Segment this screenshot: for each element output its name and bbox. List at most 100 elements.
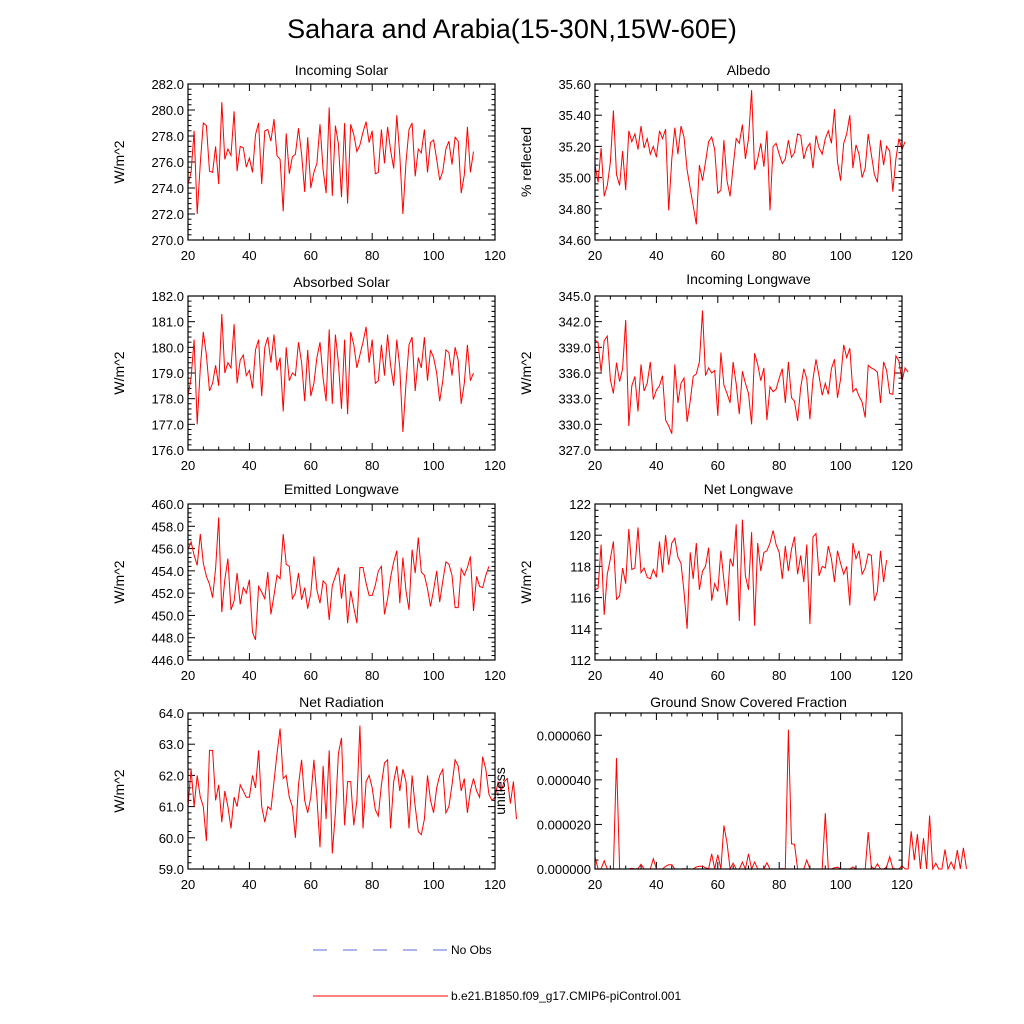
y-tick-label: 116 xyxy=(570,591,591,606)
y-tick-label: 35.40 xyxy=(558,108,591,123)
y-tick-label: 333.0 xyxy=(558,392,591,407)
legend-label-model: b.e21.B1850.f09_g17.CMIP6-piControl.001 xyxy=(451,989,681,1003)
x-tick-label: 40 xyxy=(649,877,663,892)
y-tick-label: 336.0 xyxy=(558,366,591,381)
y-tick-label: 35.20 xyxy=(558,139,591,154)
y-tick-label: 62.0 xyxy=(159,768,184,783)
y-tick-label: 35.60 xyxy=(558,77,591,92)
x-tick-label: 120 xyxy=(891,458,913,473)
y-tick-label: 0.000000 xyxy=(537,862,591,877)
x-tick-label: 120 xyxy=(484,877,506,892)
chart-panel-5: Emitted Longwave W/m^2 20 40 60 80 100 120 446.0… xyxy=(111,481,506,683)
y-tick-label: 345.0 xyxy=(558,289,591,304)
x-tick-label: 20 xyxy=(181,877,195,892)
x-tick-label: 20 xyxy=(588,877,602,892)
x-tick-label: 60 xyxy=(304,877,318,892)
x-tick-label: 40 xyxy=(649,458,663,473)
x-tick-label: 120 xyxy=(484,458,506,473)
panel-title: Ground Snow Covered Fraction xyxy=(650,694,847,710)
plot-frame xyxy=(594,503,903,661)
y-tick-label: 278.0 xyxy=(151,129,184,144)
main-title: Sahara and Arabia(15-30N,15W-60E) xyxy=(287,14,737,44)
y-tick-label: 448.0 xyxy=(151,631,184,646)
y-tick-label: 276.0 xyxy=(151,155,184,170)
legend: No Obs b.e21.B1850.f09_g17.CMIP6-piContr… xyxy=(313,943,681,1003)
series-line xyxy=(594,519,888,629)
x-tick-label: 120 xyxy=(891,877,913,892)
panel-title: Emitted Longwave xyxy=(284,481,399,497)
chart-panel-2: Albedo % reflected 20 40 60 80 100 120 34.60 34.8… xyxy=(518,62,913,263)
y-tick-label: 0.000060 xyxy=(537,728,591,743)
x-tick-label: 100 xyxy=(830,248,852,263)
series-line xyxy=(594,729,967,871)
x-tick-label: 80 xyxy=(365,248,379,263)
plot-frame xyxy=(187,712,496,870)
x-tick-label: 20 xyxy=(181,668,195,683)
x-tick-label: 20 xyxy=(181,248,195,263)
y-tick-label: 460.0 xyxy=(151,497,184,512)
y-tick-label: 182.0 xyxy=(151,289,184,304)
x-tick-label: 100 xyxy=(830,668,852,683)
x-tick-label: 60 xyxy=(711,458,725,473)
x-tick-label: 120 xyxy=(891,248,913,263)
x-tick-label: 60 xyxy=(304,668,318,683)
y-axis-label: W/m^2 xyxy=(111,140,127,183)
y-tick-label: 61.0 xyxy=(159,800,184,815)
x-tick-label: 100 xyxy=(830,877,852,892)
x-tick-label: 120 xyxy=(484,668,506,683)
x-tick-label: 80 xyxy=(772,877,786,892)
y-tick-label: 35.00 xyxy=(558,171,591,186)
panel-title: Incoming Solar xyxy=(295,62,389,78)
series-line xyxy=(187,313,474,433)
y-axis-label: W/m^2 xyxy=(518,351,534,394)
y-tick-label: 280.0 xyxy=(151,103,184,118)
y-tick-label: 114 xyxy=(570,622,591,637)
y-tick-label: 450.0 xyxy=(151,608,184,623)
x-tick-label: 100 xyxy=(423,458,445,473)
y-tick-label: 179.0 xyxy=(151,366,184,381)
y-tick-label: 0.000020 xyxy=(537,817,591,832)
chart-panel-7: Net Radiation W/m^2 20 40 60 80 100 120 59.0 60.0… xyxy=(111,694,517,892)
x-tick-label: 60 xyxy=(304,458,318,473)
y-axis-label: unitless xyxy=(492,767,508,814)
y-axis-label: W/m^2 xyxy=(111,769,127,812)
x-tick-label: 100 xyxy=(423,248,445,263)
x-tick-label: 100 xyxy=(423,668,445,683)
y-tick-label: 274.0 xyxy=(151,181,184,196)
x-tick-label: 40 xyxy=(242,668,256,683)
plot-frame xyxy=(594,295,903,451)
y-tick-label: 270.0 xyxy=(151,233,184,248)
y-tick-label: 454.0 xyxy=(151,564,184,579)
y-tick-label: 177.0 xyxy=(151,417,184,432)
panel-title: Incoming Longwave xyxy=(686,271,811,287)
chart-panel-1: Incoming Solar W/m^2 20 40 60 80 100 120 270.0 27… xyxy=(111,62,506,263)
x-tick-label: 100 xyxy=(423,877,445,892)
legend-entry-no-obs: No Obs xyxy=(313,943,492,957)
y-tick-label: 118 xyxy=(570,559,591,574)
y-tick-label: 176.0 xyxy=(151,443,184,458)
y-tick-label: 60.0 xyxy=(159,831,184,846)
y-tick-label: 446.0 xyxy=(151,653,184,668)
y-tick-label: 327.0 xyxy=(558,443,591,458)
y-tick-label: 339.0 xyxy=(558,340,591,355)
y-tick-label: 456.0 xyxy=(151,542,184,557)
x-tick-label: 100 xyxy=(830,458,852,473)
x-tick-label: 60 xyxy=(304,248,318,263)
chart-panel-8: Ground Snow Covered Fraction unitless 20 40… xyxy=(492,694,967,892)
series-line xyxy=(594,90,906,225)
x-tick-label: 20 xyxy=(181,458,195,473)
y-tick-label: 0.000040 xyxy=(537,773,591,788)
series-line xyxy=(187,517,490,641)
y-tick-label: 272.0 xyxy=(151,207,184,222)
panel-title: Net Longwave xyxy=(704,481,794,497)
x-tick-label: 80 xyxy=(365,458,379,473)
plot-frame xyxy=(187,83,496,241)
y-tick-label: 34.60 xyxy=(558,233,591,248)
x-tick-label: 120 xyxy=(891,668,913,683)
x-tick-label: 80 xyxy=(365,877,379,892)
series-line xyxy=(187,102,474,215)
x-tick-label: 40 xyxy=(242,248,256,263)
y-tick-label: 181.0 xyxy=(151,315,184,330)
y-tick-label: 120 xyxy=(569,528,591,543)
